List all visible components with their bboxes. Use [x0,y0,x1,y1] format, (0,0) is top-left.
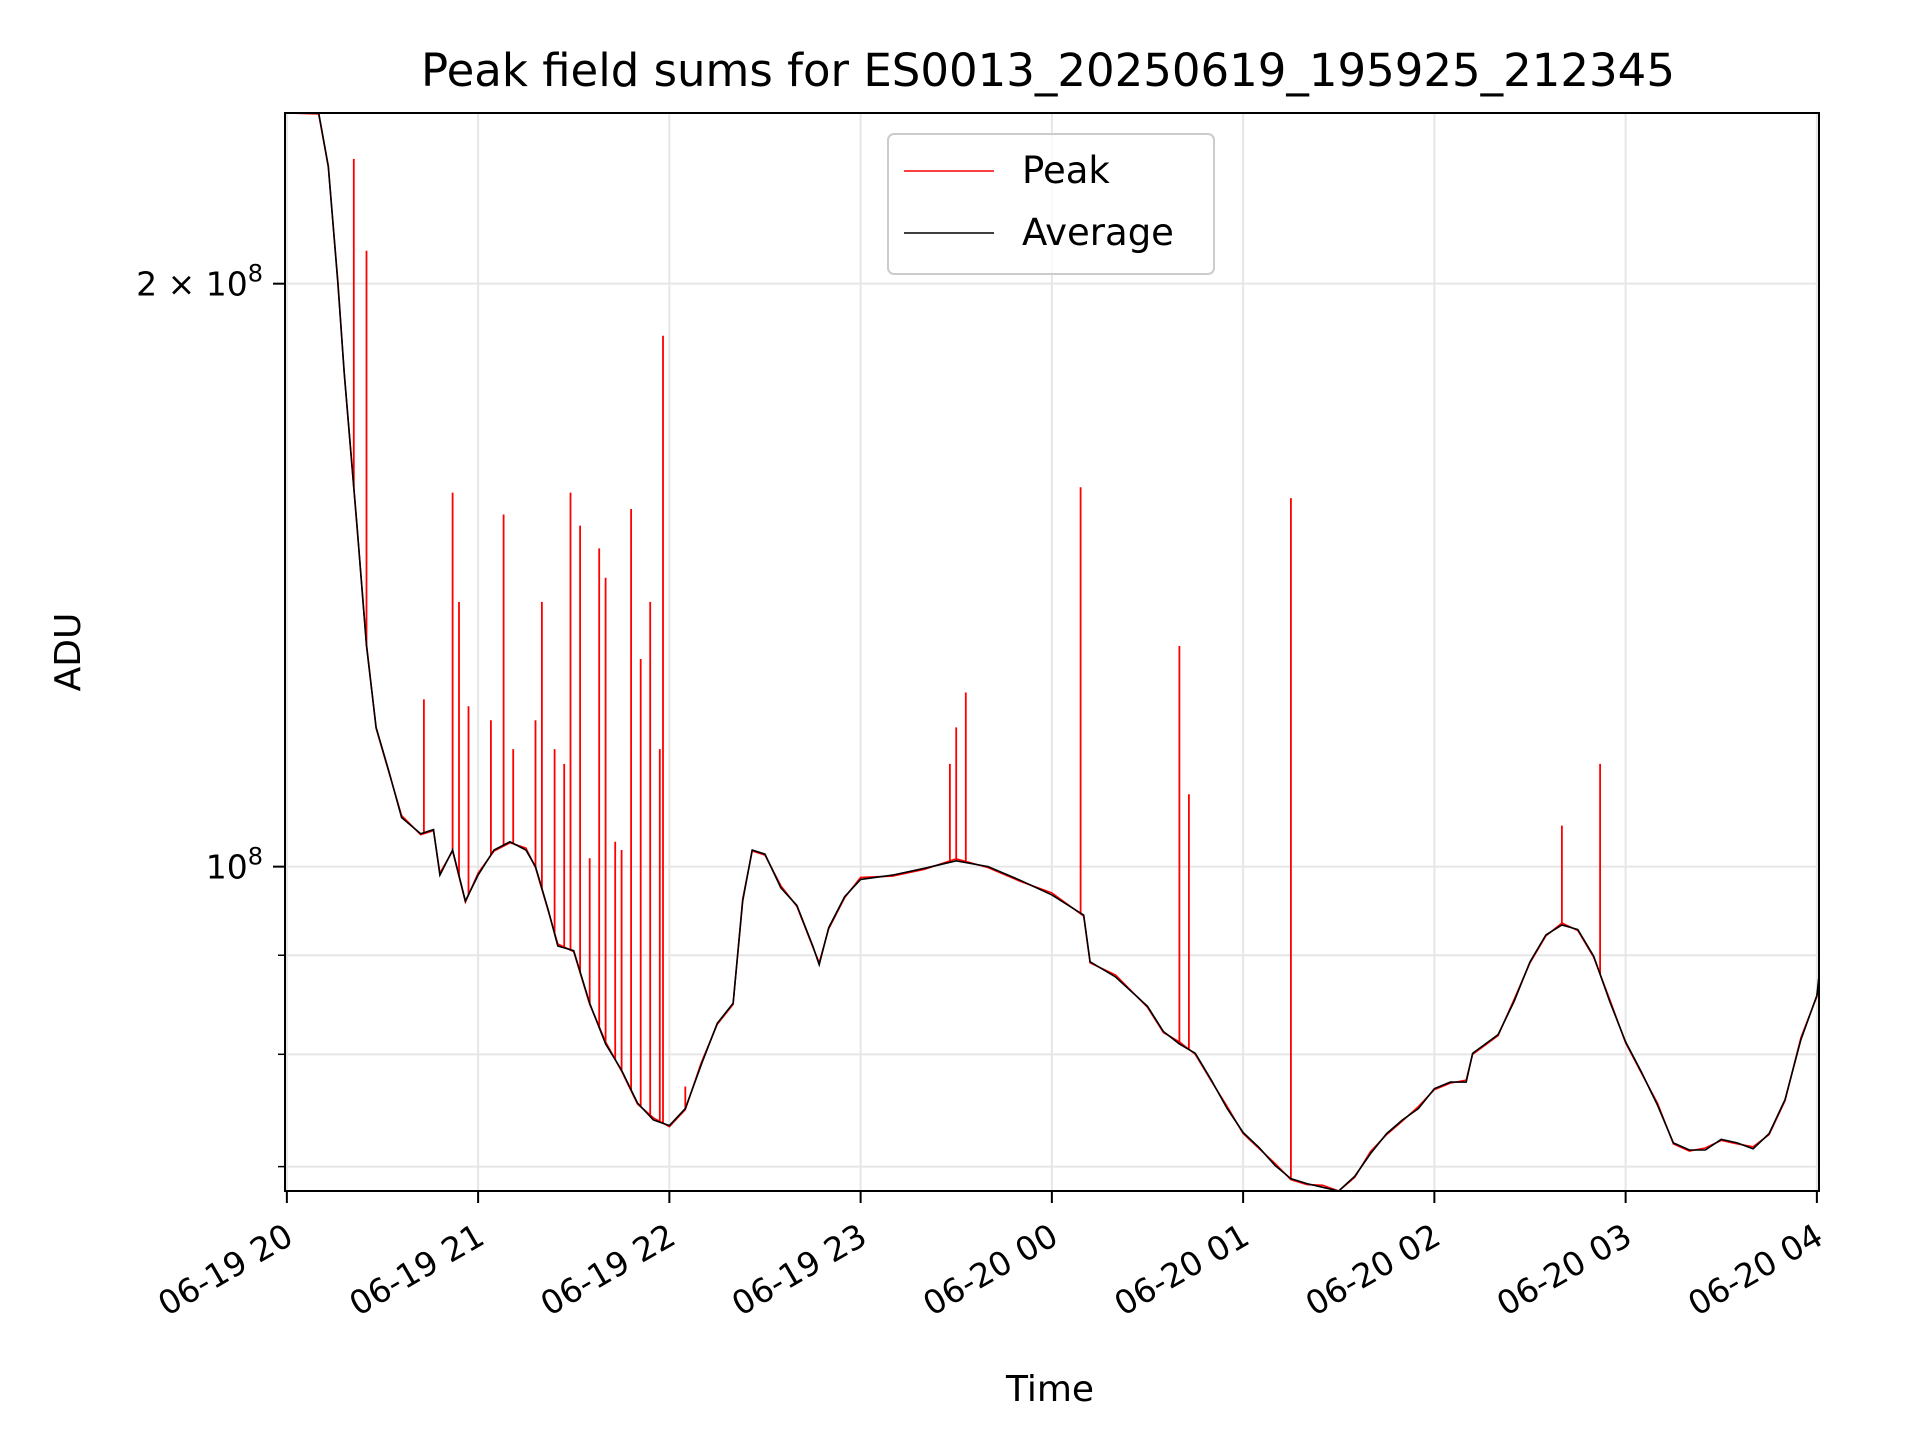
legend-peak-label: Peak [1022,149,1110,192]
peak-series-spikes [352,158,1820,1179]
average-series-line [286,112,1820,1192]
y-tick-label: 2 × 108 [136,260,263,304]
plot-lines [286,112,1820,1192]
y-axis-ticks: 108 2 × 108 [136,260,285,1168]
x-axis-label: Time [1005,1369,1094,1410]
legend-average-label: Average [1022,211,1174,254]
y-tick-label: 108 [206,843,263,887]
legend-box [887,133,1215,275]
chart-title: Peak field sums for ES0013_20250619_1959… [421,44,1675,97]
y-axis-label: ADU [48,613,89,692]
legend: Peak Average [887,133,1215,275]
grid-lines [285,113,1819,1191]
